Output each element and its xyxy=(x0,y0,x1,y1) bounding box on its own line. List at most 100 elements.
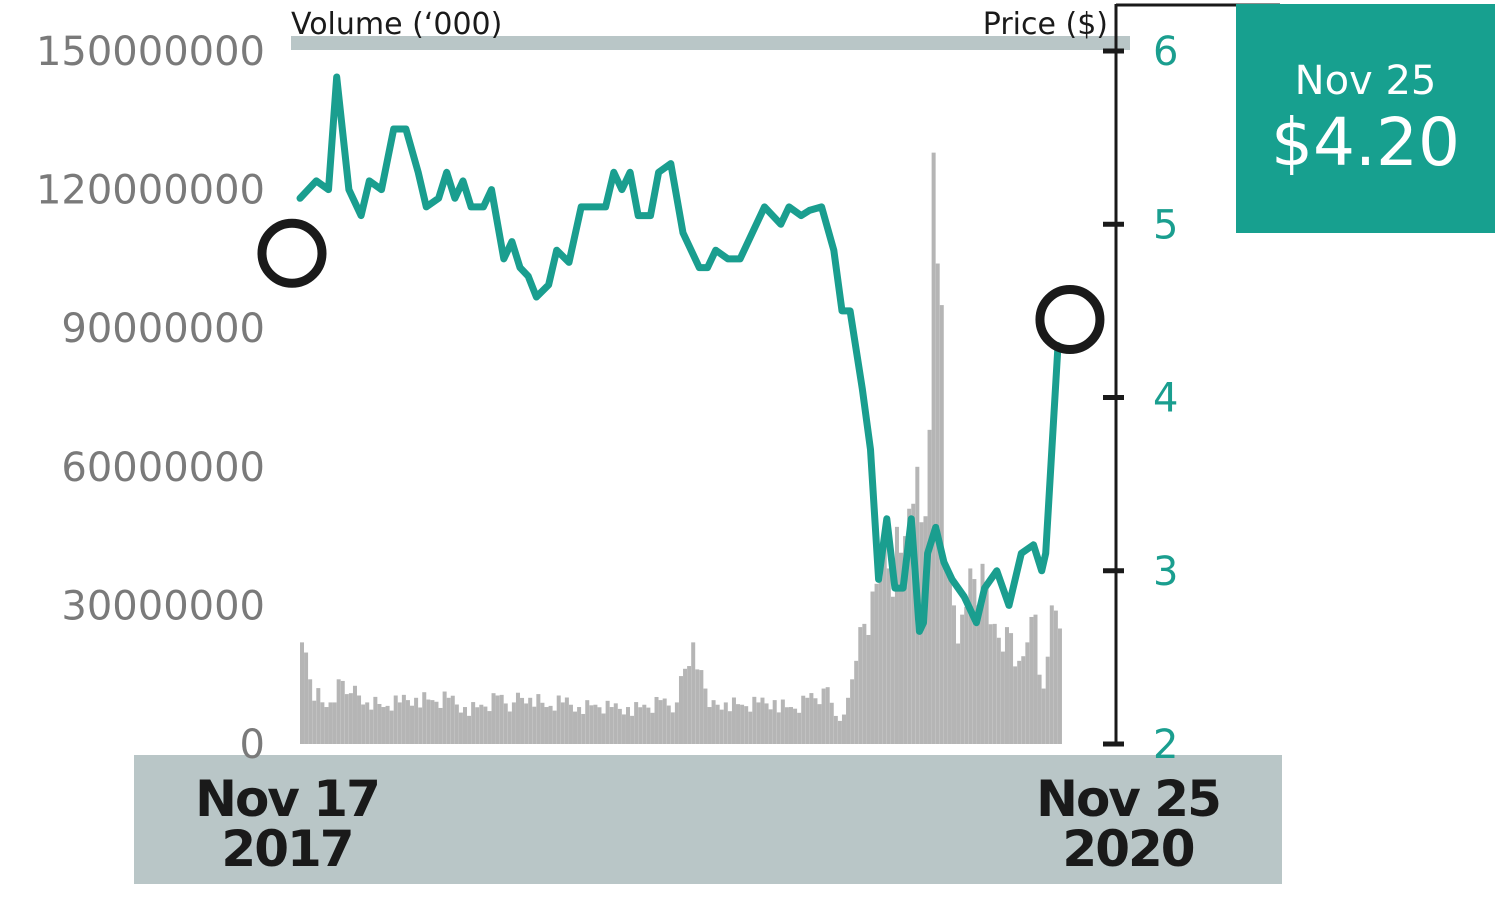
volume-bar xyxy=(1053,610,1058,744)
volume-bar xyxy=(825,687,830,744)
volume-tick-label: 30000000 xyxy=(61,583,265,629)
volume-bar xyxy=(903,536,908,744)
volume-bar xyxy=(805,697,810,744)
volume-bar xyxy=(544,707,549,744)
volume-bar xyxy=(646,707,651,744)
volume-bar xyxy=(784,707,789,744)
volume-bar xyxy=(507,711,512,744)
volume-bar xyxy=(316,688,321,744)
price-tick-label: 6 xyxy=(1153,29,1178,75)
volume-bar xyxy=(410,705,415,744)
volume-bar xyxy=(780,699,785,744)
volume-bar xyxy=(956,643,961,744)
volume-bar xyxy=(854,660,859,744)
volume-bar xyxy=(320,702,325,744)
volume-bar xyxy=(1013,666,1018,744)
volume-bar xyxy=(666,705,671,744)
volume-bar xyxy=(846,697,851,744)
volume-bar xyxy=(899,552,904,744)
callout-price: $4.20 xyxy=(1271,104,1460,181)
volume-bar xyxy=(552,710,557,744)
volume-tick-label: 150000000 xyxy=(36,29,265,75)
volume-bar xyxy=(662,698,667,744)
volume-bar xyxy=(577,707,582,744)
volume-bar xyxy=(678,676,683,744)
volume-bar xyxy=(560,702,565,744)
volume-bar xyxy=(984,582,989,744)
volume-bar xyxy=(996,637,1001,744)
volume-bar xyxy=(1000,651,1005,744)
volume-bar xyxy=(438,707,443,744)
volume-bar xyxy=(744,706,749,744)
volume-bar xyxy=(952,605,956,744)
volume-bar xyxy=(841,714,846,744)
volume-bar xyxy=(976,605,981,744)
volume-bar xyxy=(894,526,899,744)
volume-bar xyxy=(809,693,814,744)
volume-tick-label: 90000000 xyxy=(61,306,265,352)
volume-bar xyxy=(882,545,887,744)
volume-bar xyxy=(719,709,724,744)
volume-bar xyxy=(850,679,855,744)
volume-bar xyxy=(479,704,484,744)
volume-bar xyxy=(939,305,944,744)
price-tick-label: 3 xyxy=(1153,549,1178,595)
volume-bar xyxy=(463,707,467,744)
volume-bar xyxy=(385,705,390,744)
volume-bar xyxy=(548,705,553,744)
volume-bar xyxy=(499,694,504,744)
volume-bar xyxy=(1057,628,1062,744)
volume-bar xyxy=(821,688,826,744)
volume-bar xyxy=(776,712,781,744)
volume-bar xyxy=(691,642,696,744)
header-band xyxy=(291,36,1130,50)
volume-bar xyxy=(1009,633,1014,744)
volume-bar xyxy=(1041,688,1046,744)
volume-bar xyxy=(772,700,777,744)
price-tick-label: 2 xyxy=(1153,722,1178,768)
price-axis-title: Price ($) xyxy=(983,7,1108,42)
volume-bar xyxy=(397,702,402,744)
volume-bar xyxy=(760,697,765,744)
volume-bar xyxy=(833,715,838,744)
volume-bar xyxy=(475,707,480,744)
volume-bar xyxy=(626,707,630,744)
end-date-line1: Nov 25 xyxy=(1036,770,1220,828)
volume-bar xyxy=(638,707,643,744)
volume-bar xyxy=(634,702,639,744)
volume-bar xyxy=(683,668,688,744)
volume-bar xyxy=(1021,656,1026,744)
volume-bar xyxy=(593,704,598,744)
volume-bar xyxy=(630,715,635,744)
volume-bar xyxy=(450,695,455,744)
price-tick-label: 4 xyxy=(1153,376,1178,422)
volume-bar xyxy=(695,669,700,744)
volume-bar xyxy=(907,508,912,744)
volume-bar xyxy=(348,693,353,744)
volume-bar xyxy=(711,700,716,744)
volume-bar xyxy=(797,712,802,744)
volume-bar xyxy=(304,652,309,744)
volume-bar xyxy=(980,563,985,744)
volume-bar xyxy=(442,691,447,744)
volume-bar xyxy=(947,571,952,744)
volume-bar xyxy=(1033,614,1038,744)
volume-bar xyxy=(344,694,349,744)
volume-bar xyxy=(923,516,928,744)
volume-bar xyxy=(642,704,647,744)
volume-bar xyxy=(605,700,610,744)
volume-bar xyxy=(943,568,948,744)
volume-bar xyxy=(723,702,728,744)
volume-bar xyxy=(793,708,798,744)
volume-bar xyxy=(1004,627,1009,744)
volume-bar xyxy=(515,692,520,744)
volume-bar xyxy=(658,700,663,744)
volume-bar xyxy=(890,596,895,744)
volume-bar xyxy=(992,623,997,744)
volume-bar xyxy=(401,694,406,744)
volume-bar xyxy=(568,704,573,744)
volume-bar xyxy=(817,704,822,744)
volume-bar xyxy=(931,152,936,744)
volume-bar xyxy=(511,702,516,744)
volume-bar xyxy=(418,707,423,744)
